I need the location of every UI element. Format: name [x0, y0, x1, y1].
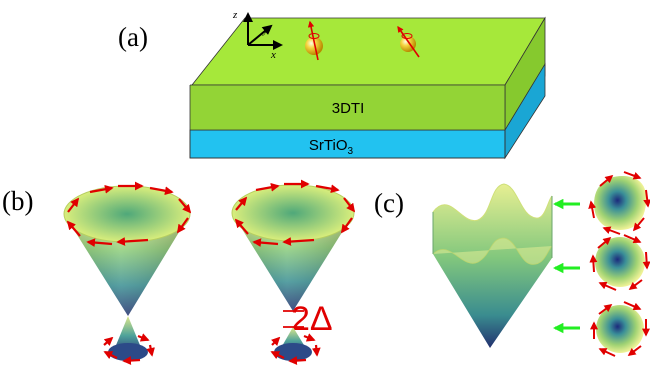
- electron-spin-1: [305, 20, 323, 61]
- panel-c-label: (c): [374, 188, 404, 218]
- slab-top-face: [191, 17, 546, 86]
- panel-a-label: (a): [118, 22, 148, 52]
- panel-b-label: (b): [2, 186, 34, 216]
- slab-top-layer-label: 3DTI: [332, 100, 365, 117]
- coordinate-axes: z y x: [232, 9, 283, 61]
- dirac-cone-gapped: [231, 184, 355, 361]
- contour-disk-middle: [589, 234, 650, 291]
- substrate-srtio3: [189, 62, 546, 160]
- axis-y-label: y: [262, 24, 268, 36]
- cone-left-spin-arrows: [66, 181, 192, 365]
- substrate-label: SrTiO3: [309, 137, 354, 157]
- dirac-cone-gapless: [63, 185, 191, 361]
- contour-disk-top: [588, 171, 650, 235]
- slab-front-face-fill: [190, 85, 505, 130]
- axis-z-label: z: [232, 9, 238, 21]
- gap-marker: [283, 310, 304, 328]
- guide-arrows: [552, 198, 580, 334]
- electron-spin-2: [397, 25, 420, 58]
- gap-2delta-label: 2Δ: [291, 300, 333, 338]
- axis-x-label: x: [270, 49, 276, 61]
- warped-dispersion-surface: [432, 183, 553, 348]
- contour-disk-bottom: [590, 301, 650, 357]
- cone-right-spin-arrows: [234, 179, 356, 365]
